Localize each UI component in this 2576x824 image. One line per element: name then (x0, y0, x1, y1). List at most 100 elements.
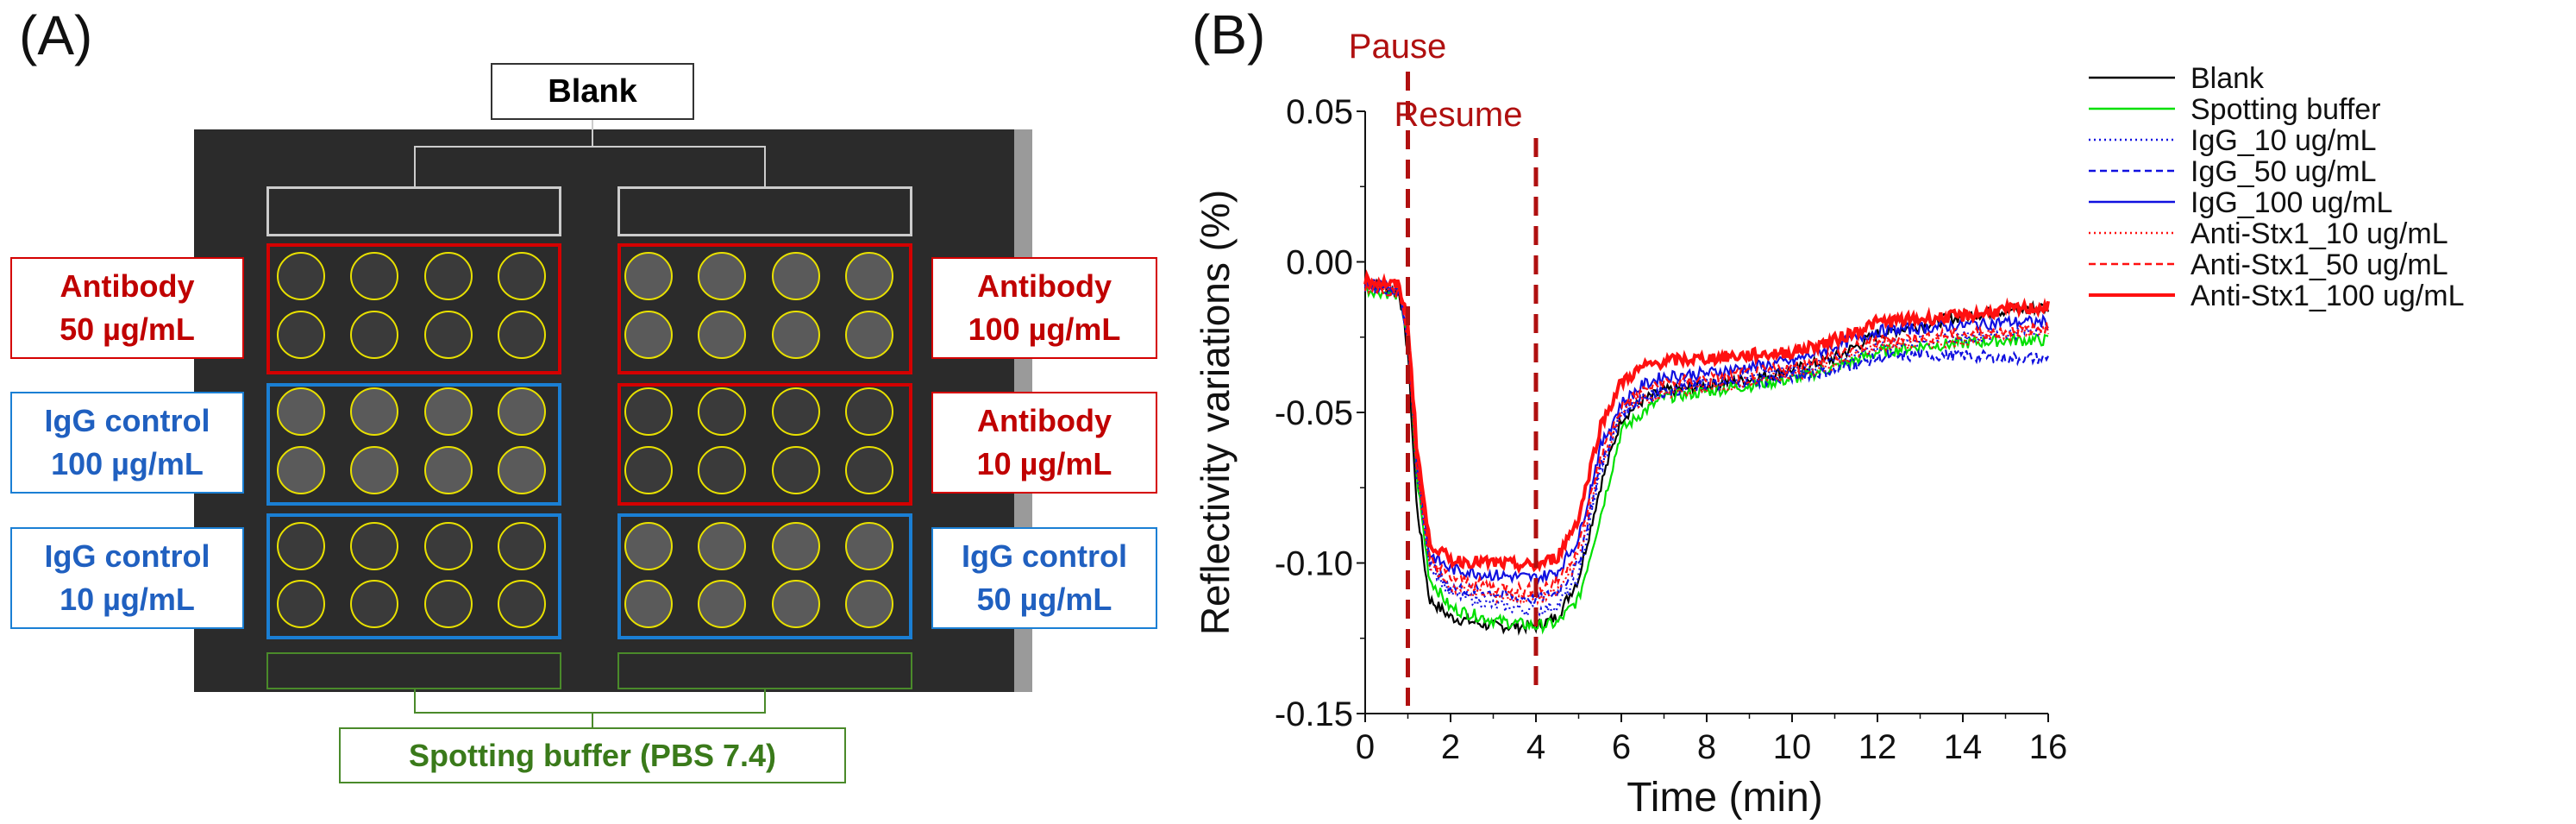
y-tick-label: 0.00 (1286, 244, 1353, 282)
panel-a-label: (A) (19, 4, 93, 66)
blank-connector (414, 146, 766, 148)
blank-connector (414, 146, 416, 187)
spot-well (350, 311, 398, 359)
series-line (1363, 269, 2050, 575)
spot-well (350, 252, 398, 300)
series-line (1363, 280, 2049, 605)
y-tick-label: -0.05 (1275, 394, 1353, 432)
x-axis-label: Time (min) (1626, 775, 1823, 821)
spot-well (350, 580, 398, 628)
spot-well (624, 522, 673, 570)
spot-well (424, 311, 473, 359)
legend-label: Blank (2191, 62, 2265, 95)
spot-group-box (617, 513, 912, 639)
group-label-line1: IgG control (44, 538, 210, 574)
group-label-line2: 50 µg/mL (60, 311, 195, 347)
spot-well (698, 580, 746, 628)
spot-well (845, 446, 893, 494)
spot-well (277, 387, 325, 436)
spotting-connector (764, 689, 766, 714)
spotting-connector (592, 712, 593, 727)
series-line (1363, 278, 2049, 588)
spotting-region-left (266, 652, 561, 689)
spot-well (772, 387, 820, 436)
spot-well (845, 580, 893, 628)
group-label-line1: IgG control (962, 538, 1127, 574)
spot-group-box (266, 383, 561, 506)
group-label-line1: Antibody (60, 268, 195, 304)
spot-well (845, 387, 893, 436)
x-tick-label: 4 (1526, 728, 1545, 766)
spot-well (624, 252, 673, 300)
spot-well (277, 522, 325, 570)
x-tick-label: 2 (1441, 728, 1460, 766)
spot-well (624, 387, 673, 436)
spot-well (498, 387, 546, 436)
spot-well (624, 311, 673, 359)
spot-well (498, 311, 546, 359)
annotation-label: Resume (1395, 96, 1523, 134)
group-label-line2: 100 µg/mL (51, 446, 204, 481)
y-tick-label: -0.15 (1275, 695, 1353, 733)
spot-well (772, 580, 820, 628)
spot-well (698, 311, 746, 359)
blank-connector (592, 120, 593, 148)
x-tick-label: 8 (1697, 728, 1716, 766)
spot-well (277, 252, 325, 300)
group-label: Antibody 50 µg/mL (10, 257, 244, 359)
spot-well (277, 446, 325, 494)
x-tick-label: 16 (2029, 728, 2068, 766)
legend-label: Anti-Stx1_50 ug/mL (2191, 248, 2448, 281)
spot-well (277, 580, 325, 628)
spot-well (698, 446, 746, 494)
spot-well (424, 580, 473, 628)
x-tick-label: 10 (1773, 728, 1812, 766)
legend-label: IgG_100 ug/mL (2191, 186, 2392, 219)
y-axis-label: Reflectivity variations (%) (1193, 190, 1238, 635)
group-label: IgG control 50 µg/mL (931, 527, 1157, 629)
spot-well (772, 522, 820, 570)
blank-region-left (266, 186, 561, 236)
spot-well (424, 522, 473, 570)
spot-well (498, 580, 546, 628)
spot-well (845, 311, 893, 359)
group-label-line2: 10 µg/mL (60, 582, 195, 617)
spot-well (698, 387, 746, 436)
y-tick-label: -0.10 (1275, 545, 1353, 583)
spot-well (698, 522, 746, 570)
group-label: IgG control 10 µg/mL (10, 527, 244, 629)
spotting-region-right (617, 652, 912, 689)
blank-region-right (617, 186, 912, 236)
y-tick-label: 0.05 (1286, 93, 1353, 131)
group-label: Antibody 10 µg/mL (931, 392, 1157, 494)
spot-well (624, 580, 673, 628)
spotting-connector (414, 689, 416, 714)
spot-well (772, 311, 820, 359)
group-label-line2: 50 µg/mL (976, 582, 1113, 617)
legend-label: Anti-Stx1_100 ug/mL (2191, 280, 2465, 312)
x-tick-label: 6 (1612, 728, 1631, 766)
spot-well (845, 252, 893, 300)
legend-label: Spotting buffer (2191, 93, 2381, 126)
x-tick-label: 14 (1944, 728, 1983, 766)
spot-well (772, 252, 820, 300)
spot-well (350, 522, 398, 570)
spot-well (498, 252, 546, 300)
spot-well (772, 446, 820, 494)
spot-well (424, 252, 473, 300)
x-tick-label: 12 (1858, 728, 1897, 766)
spot-group-box (617, 383, 912, 506)
series-line (1363, 280, 2050, 599)
blank-label-box: Blank (491, 63, 694, 120)
spot-group-box (266, 513, 561, 639)
group-label: Antibody 100 µg/mL (931, 257, 1157, 359)
annotation-label: Pause (1349, 28, 1446, 66)
legend-label: IgG_50 ug/mL (2191, 155, 2376, 188)
group-label-line2: 10 µg/mL (976, 446, 1113, 481)
spot-well (350, 446, 398, 494)
spot-well (424, 446, 473, 494)
group-label: IgG control 100 µg/mL (10, 392, 244, 494)
spot-well (498, 446, 546, 494)
spot-well (277, 311, 325, 359)
series-line (1363, 278, 2049, 606)
